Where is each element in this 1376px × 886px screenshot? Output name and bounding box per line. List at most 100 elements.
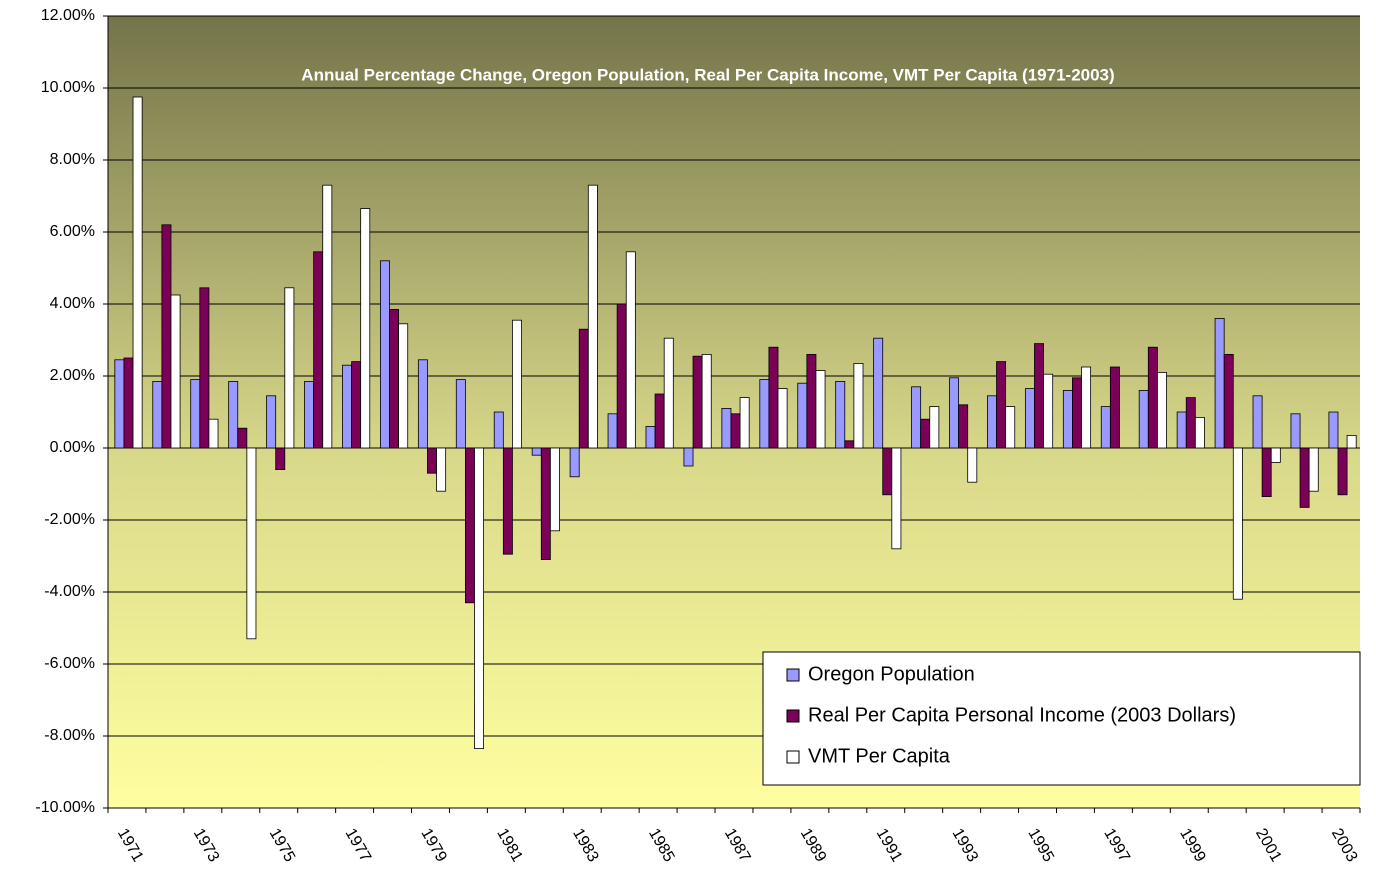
bar <box>1185 397 1196 449</box>
bar <box>692 355 703 449</box>
bar <box>645 425 656 449</box>
bar <box>1261 447 1272 497</box>
bar <box>911 386 922 449</box>
y-tick-label: 2.00% <box>50 367 95 384</box>
bar <box>806 353 817 449</box>
y-tick-label: 8.00% <box>50 151 95 168</box>
bar <box>777 388 788 449</box>
legend-label: Real Per Capita Personal Income (2003 Do… <box>808 704 1236 726</box>
bar <box>1194 416 1205 449</box>
y-tick-label: 4.00% <box>50 295 95 312</box>
bar <box>540 447 551 560</box>
bar <box>739 397 750 449</box>
bar <box>266 395 277 449</box>
bar <box>1337 447 1348 496</box>
bar <box>1252 395 1263 449</box>
bar <box>1299 447 1310 508</box>
bar <box>1328 411 1339 449</box>
x-tick-label: 1991 <box>873 826 906 865</box>
bar <box>304 380 315 449</box>
bar <box>654 393 665 449</box>
x-tick-label: 1997 <box>1100 826 1133 865</box>
bar <box>1043 373 1054 449</box>
bar <box>493 411 504 449</box>
bar <box>920 418 931 449</box>
bar <box>967 447 978 483</box>
bar <box>587 184 598 449</box>
bar <box>987 395 997 449</box>
bar <box>322 184 333 449</box>
bar <box>275 447 286 471</box>
bar <box>873 337 884 449</box>
bar <box>1223 353 1234 449</box>
bar <box>398 323 409 449</box>
bar <box>625 251 636 449</box>
bar <box>663 337 674 449</box>
bar <box>768 346 779 449</box>
bar <box>417 359 428 449</box>
x-tick-label: 1971 <box>114 826 147 865</box>
bar <box>228 380 239 449</box>
x-tick-label: 1973 <box>190 826 223 865</box>
bar <box>835 380 846 449</box>
x-tick-label: 1975 <box>266 826 299 865</box>
y-tick-label: 12.00% <box>41 7 95 24</box>
bar <box>512 319 522 449</box>
bar <box>380 260 390 449</box>
bar <box>237 427 248 449</box>
x-tick-label: 2001 <box>1252 826 1285 865</box>
bar <box>502 447 513 555</box>
legend <box>762 651 1361 786</box>
bar <box>1270 447 1281 463</box>
bar <box>1290 413 1301 449</box>
legend-swatch <box>786 750 800 764</box>
bar <box>313 251 324 449</box>
y-tick-label: -8.00% <box>44 727 95 744</box>
legend-swatch <box>786 709 800 723</box>
y-tick-label: 0.00% <box>50 439 95 456</box>
bar <box>1081 366 1092 449</box>
x-tick-label: 1989 <box>797 826 830 865</box>
bar <box>208 418 219 449</box>
bar <box>730 413 741 449</box>
bar <box>616 303 627 449</box>
bar <box>882 447 893 496</box>
bar <box>132 96 143 449</box>
y-tick-label: -2.00% <box>44 511 95 528</box>
bar <box>797 382 808 449</box>
bar <box>152 380 163 449</box>
bar <box>759 379 770 449</box>
bar <box>949 377 960 449</box>
bar <box>607 413 618 449</box>
bar <box>474 447 484 750</box>
bar <box>531 447 542 456</box>
bar <box>853 362 864 449</box>
x-tick-label: 1995 <box>1024 826 1057 865</box>
bar <box>683 447 694 467</box>
bar <box>1232 447 1243 600</box>
bar <box>929 406 940 449</box>
bar <box>1100 406 1111 449</box>
y-tick-label: 6.00% <box>50 223 95 240</box>
bar <box>190 379 201 449</box>
bar <box>958 404 969 449</box>
x-tick-label: 1983 <box>569 826 602 865</box>
bar <box>815 370 826 449</box>
chart-title: Annual Percentage Change, Oregon Populat… <box>301 65 1114 84</box>
bar <box>389 308 400 449</box>
x-tick-label: 1981 <box>493 826 526 865</box>
bar <box>1072 377 1082 449</box>
legend-label: Oregon Population <box>808 663 975 685</box>
x-tick-label: 1977 <box>341 826 374 865</box>
legend-label: VMT Per Capita <box>808 745 951 767</box>
bar <box>1214 317 1225 449</box>
bar <box>1346 434 1357 449</box>
bar <box>1005 406 1016 449</box>
bar <box>464 447 475 604</box>
x-tick-label: 1985 <box>645 826 678 865</box>
bar <box>1147 346 1158 449</box>
bar <box>360 208 371 449</box>
bar <box>891 447 902 550</box>
y-tick-label: -10.00% <box>35 799 95 816</box>
